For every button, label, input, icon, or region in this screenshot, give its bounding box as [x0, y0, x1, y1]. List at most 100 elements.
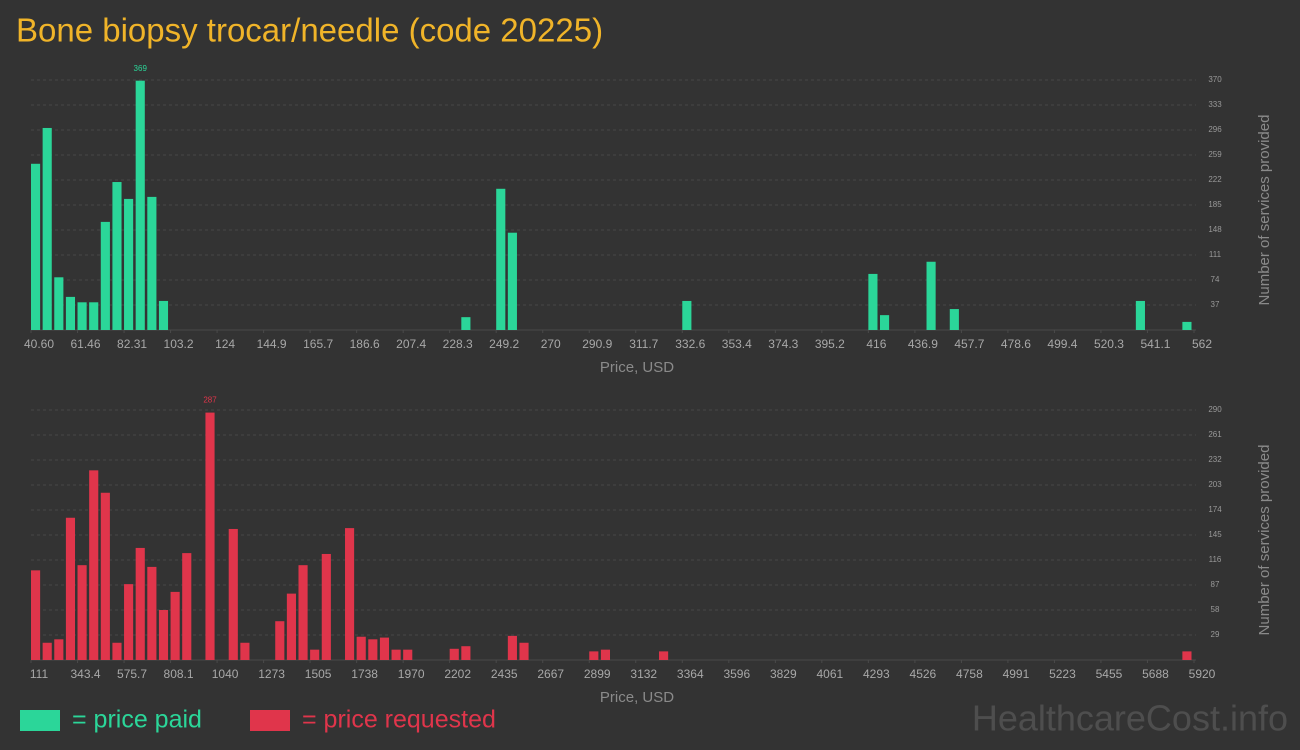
- y-tick-label: 111: [1209, 250, 1222, 259]
- y-tick-label: 29: [1211, 630, 1220, 639]
- bar: [321, 553, 331, 660]
- data-label: 369: [134, 64, 148, 73]
- bar: [1135, 300, 1145, 330]
- x-tick-label: 40.60: [24, 337, 54, 351]
- bar: [65, 517, 76, 660]
- bar: [147, 566, 157, 660]
- y-tick-label: 203: [1208, 480, 1222, 489]
- y-axis-label: Number of services provided: [1256, 115, 1273, 306]
- bar: [240, 642, 250, 660]
- y-tick-label: 145: [1208, 530, 1222, 539]
- x-tick-label: 5688: [1142, 667, 1169, 681]
- bar: [879, 315, 890, 330]
- x-tick-label: 5920: [1189, 667, 1216, 681]
- bar: [600, 649, 610, 660]
- bar: [659, 651, 669, 660]
- bar: [89, 470, 99, 660]
- x-tick-label: 332.6: [675, 337, 705, 351]
- bar: [1182, 321, 1192, 330]
- bar: [519, 642, 529, 660]
- x-tick-label: 82.31: [117, 337, 147, 351]
- bar: [89, 302, 99, 330]
- x-tick-label: 1505: [305, 667, 332, 681]
- bar: [496, 188, 506, 330]
- y-tick-label: 185: [1208, 200, 1222, 209]
- x-tick-label: 3364: [677, 667, 704, 681]
- y-tick-label: 259: [1208, 150, 1222, 159]
- x-tick-label: 562: [1192, 337, 1212, 351]
- x-tick-label: 395.2: [815, 337, 845, 351]
- x-tick-label: 3132: [630, 667, 657, 681]
- x-tick-label: 186.6: [350, 337, 380, 351]
- bar: [124, 198, 134, 330]
- bar: [228, 528, 238, 660]
- bar: [42, 127, 52, 330]
- bar: [100, 492, 110, 660]
- bar: [205, 412, 215, 660]
- y-tick-label: 290: [1208, 405, 1222, 414]
- x-tick-label: 228.3: [443, 337, 473, 351]
- y-tick-label: 261: [1208, 430, 1222, 439]
- y-tick-label: 87: [1211, 580, 1220, 589]
- data-label: 287: [203, 396, 217, 405]
- y-axis-label: Number of services provided: [1256, 445, 1273, 636]
- x-tick-label: 61.46: [71, 337, 101, 351]
- x-tick-label: 3829: [770, 667, 797, 681]
- y-tick-label: 174: [1208, 505, 1222, 514]
- bar: [403, 649, 413, 660]
- bar: [345, 528, 355, 660]
- x-tick-label: 5223: [1049, 667, 1076, 681]
- bar: [158, 300, 169, 330]
- bar: [286, 593, 296, 660]
- bar: [868, 273, 878, 330]
- x-tick-label: 144.9: [257, 337, 287, 351]
- bar: [135, 547, 145, 660]
- bar: [112, 182, 122, 330]
- x-tick-label: 478.6: [1001, 337, 1031, 351]
- y-tick-label: 148: [1208, 225, 1222, 234]
- bar: [31, 570, 41, 660]
- x-tick-label: 343.4: [71, 667, 101, 681]
- x-tick-label: 1970: [398, 667, 425, 681]
- bar: [449, 648, 459, 660]
- x-tick-label: 575.7: [117, 667, 147, 681]
- x-tick-label: 270: [541, 337, 561, 351]
- bar: [926, 261, 936, 330]
- x-tick-label: 2667: [537, 667, 564, 681]
- y-tick-label: 296: [1208, 125, 1222, 134]
- x-tick-label: 103.2: [164, 337, 194, 351]
- x-tick-label: 2202: [444, 667, 471, 681]
- y-tick-label: 116: [1209, 555, 1222, 564]
- bar: [589, 651, 599, 660]
- x-tick-label: 808.1: [164, 667, 194, 681]
- bar: [507, 635, 517, 660]
- x-tick-label: 4293: [863, 667, 890, 681]
- x-tick-label: 4526: [910, 667, 937, 681]
- legend-label: = price paid: [72, 706, 202, 734]
- x-tick-label: 1273: [258, 667, 285, 681]
- bar: [507, 232, 517, 330]
- y-tick-label: 232: [1208, 455, 1222, 464]
- bar: [54, 639, 64, 660]
- legend-label: = price requested: [302, 706, 496, 734]
- bar: [147, 196, 157, 330]
- bar: [275, 621, 285, 660]
- bar: [77, 302, 87, 330]
- x-tick-label: 374.3: [768, 337, 798, 351]
- bar: [170, 591, 180, 660]
- x-axis-label: Price, USD: [600, 689, 674, 706]
- x-tick-label: 1040: [212, 667, 239, 681]
- x-tick-label: 520.3: [1094, 337, 1124, 351]
- bar: [461, 646, 471, 660]
- x-tick-label: 436.9: [908, 337, 938, 351]
- x-tick-label: 457.7: [954, 337, 984, 351]
- y-tick-label: 333: [1208, 100, 1222, 109]
- x-tick-label: 1738: [351, 667, 378, 681]
- x-tick-label: 2899: [584, 667, 611, 681]
- x-tick-label: 311.7: [629, 337, 658, 351]
- bar: [461, 317, 471, 330]
- bar: [682, 300, 692, 330]
- watermark: HealthcareCost.info: [972, 698, 1288, 739]
- bar: [391, 649, 401, 660]
